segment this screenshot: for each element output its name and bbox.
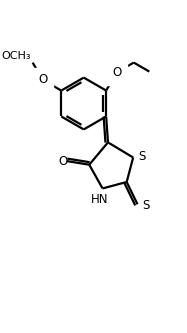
Text: S: S [142,199,149,212]
Text: HN: HN [91,193,108,206]
Text: OCH₃: OCH₃ [1,51,31,61]
Text: S: S [138,150,145,163]
Text: O: O [38,73,47,86]
Text: O: O [59,155,68,167]
Text: O: O [112,66,121,79]
